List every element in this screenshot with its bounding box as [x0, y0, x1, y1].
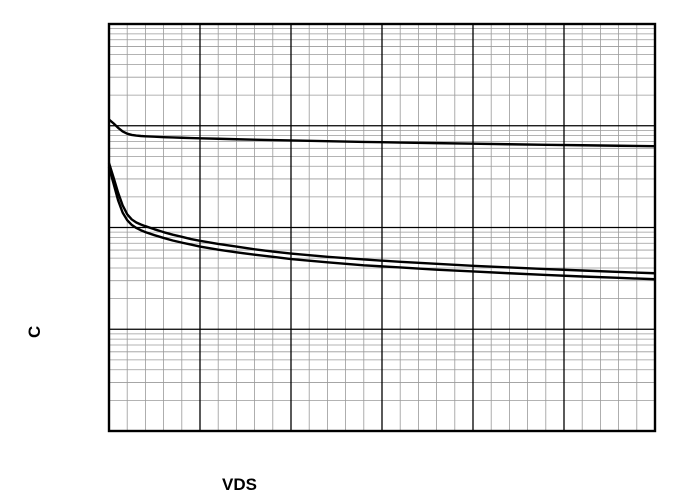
y-axis-label: C [25, 326, 44, 338]
plot-frame [107, 22, 657, 433]
x-axis-label: VDS [222, 475, 257, 494]
series-line-3 [107, 167, 656, 281]
series-layer [107, 118, 656, 281]
major-gridlines [109, 24, 655, 431]
series-line-2 [107, 162, 656, 275]
series-line-1 [108, 118, 656, 148]
